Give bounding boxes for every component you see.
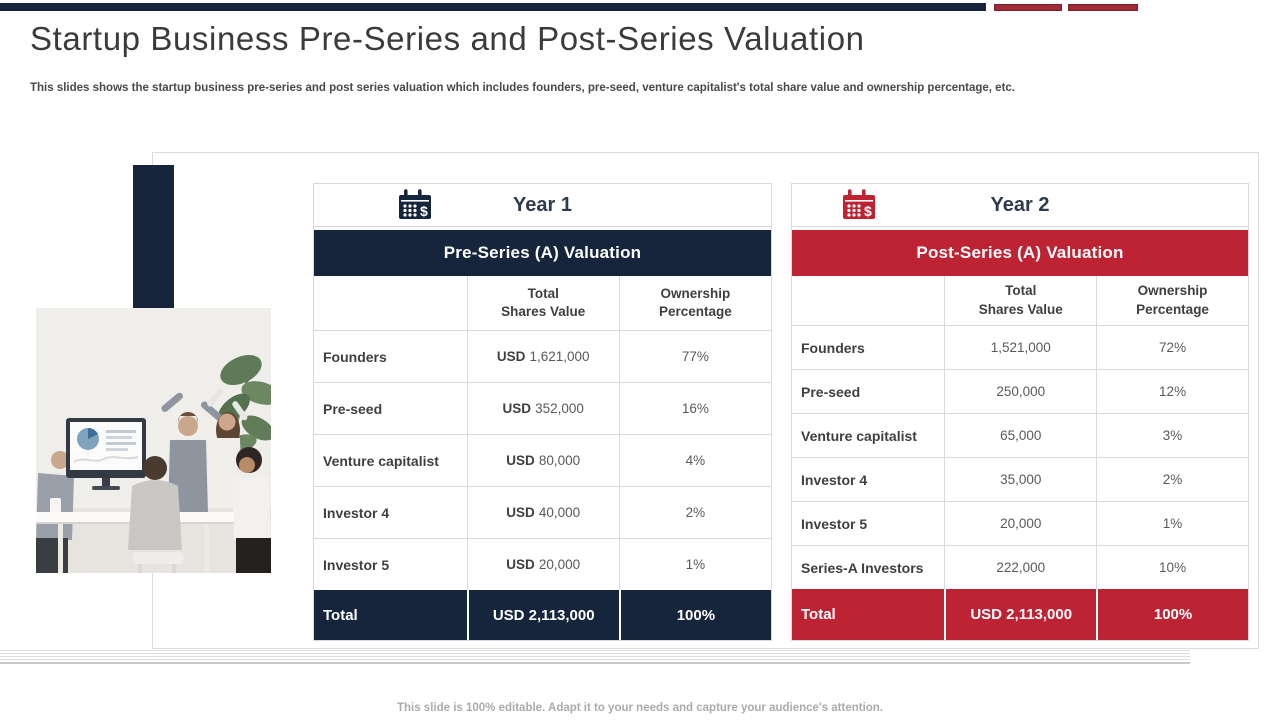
table-row: Founders USD 1,621,000 77% <box>314 330 771 382</box>
row-label: Venture capitalist <box>323 452 439 469</box>
slide-subtitle: This slides shows the startup business p… <box>30 82 1015 94</box>
year1-band-label: Pre-Series (A) Valuation <box>443 243 642 262</box>
row-label: Founders <box>323 348 387 365</box>
row-percentage: 77% <box>618 331 771 382</box>
year2-band-label: Post-Series (A) Valuation <box>916 243 1124 262</box>
row-label: Pre-seed <box>323 400 383 417</box>
seated-woman <box>232 447 271 573</box>
year1-label: Year 1 <box>513 194 572 216</box>
row-label: Investor 5 <box>801 515 868 532</box>
table-row: Series-A Investors 222,000 10% <box>792 545 1248 589</box>
row-label: Investor 4 <box>323 504 390 521</box>
svg-text:$: $ <box>864 203 872 219</box>
column-header-blank <box>792 276 944 325</box>
monitor-with-chart <box>66 418 146 490</box>
row-value: 250,000 <box>944 370 1096 413</box>
navy-accent-rectangle <box>133 165 174 333</box>
row-percentage: 2% <box>618 487 771 538</box>
year2-total-row: Total USD 2,113,000 100% <box>792 589 1248 640</box>
row-percentage: 1% <box>1096 502 1248 545</box>
row-value: USD 40,000 <box>466 487 619 538</box>
row-value: USD 20,000 <box>466 539 619 590</box>
row-percentage: 1% <box>618 539 771 590</box>
year1-total-row: Total USD 2,113,000 100% <box>314 590 771 640</box>
column-header-ownership: Ownership Percentage <box>1096 276 1248 325</box>
row-value: 1,521,000 <box>944 326 1096 369</box>
table-row: Pre-seed 250,000 12% <box>792 369 1248 413</box>
row-value: 222,000 <box>944 546 1096 589</box>
page-title: Startup Business Pre-Series and Post-Ser… <box>30 20 865 57</box>
foreground-person <box>128 456 184 573</box>
column-header-shares: Total Shares Value <box>466 276 619 330</box>
year1-band: Pre-Series (A) Valuation <box>314 230 771 276</box>
total-percentage: 100% <box>618 590 771 640</box>
table-row: Investor 4 USD 40,000 2% <box>314 486 771 538</box>
row-percentage: 3% <box>1096 414 1248 457</box>
column-header-ownership: Ownership Percentage <box>618 276 771 330</box>
row-label: Series-A Investors <box>801 559 924 576</box>
row-percentage: 72% <box>1096 326 1248 369</box>
total-value: USD 2,113,000 <box>944 589 1096 640</box>
row-label: Investor 4 <box>801 471 868 488</box>
row-value: 20,000 <box>944 502 1096 545</box>
row-value: USD 80,000 <box>466 435 619 486</box>
total-value: USD 2,113,000 <box>466 590 619 640</box>
year2-header-row: $ Year 2 <box>792 184 1248 227</box>
year2-label: Year 2 <box>990 194 1050 216</box>
row-value: USD 352,000 <box>466 383 619 434</box>
row-value: 65,000 <box>944 414 1096 457</box>
total-label: Total <box>323 606 358 624</box>
row-percentage: 2% <box>1096 458 1248 501</box>
top-accent-bar-navy <box>0 3 986 11</box>
top-accent-bar-red-1 <box>994 4 1062 11</box>
table-row: Pre-seed USD 352,000 16% <box>314 382 771 434</box>
slide-footer-note: This slide is 100% editable. Adapt it to… <box>396 702 884 714</box>
column-header-shares: Total Shares Value <box>944 276 1096 325</box>
year2-band: Post-Series (A) Valuation <box>792 230 1248 276</box>
year1-column-headers: Total Shares Value Ownership Percentage <box>314 276 771 330</box>
row-percentage: 10% <box>1096 546 1248 589</box>
top-accent-bar-red-2 <box>1068 4 1138 11</box>
row-percentage: 16% <box>618 383 771 434</box>
table-row: Venture capitalist USD 80,000 4% <box>314 434 771 486</box>
year1-header-row: $ Year 1 <box>314 184 771 227</box>
calendar-dollar-icon: $ <box>842 189 876 221</box>
office-team-photo <box>36 308 271 573</box>
row-value: 35,000 <box>944 458 1096 501</box>
row-label: Venture capitalist <box>801 427 917 444</box>
table-row: Founders 1,521,000 72% <box>792 325 1248 369</box>
row-percentage: 12% <box>1096 370 1248 413</box>
year2-column-headers: Total Shares Value Ownership Percentage <box>792 276 1248 325</box>
total-label: Total <box>801 606 836 623</box>
svg-text:$: $ <box>420 203 428 219</box>
row-label: Investor 5 <box>323 556 390 573</box>
column-header-blank <box>314 276 467 330</box>
year2-valuation-table: $ Year 2 Post-Series (A) Valuation Total… <box>791 183 1249 641</box>
row-value: USD 1,621,000 <box>466 331 619 382</box>
row-percentage: 4% <box>618 435 771 486</box>
year1-valuation-table: $ Year 1 Pre-Series (A) Valuation Total … <box>313 183 772 641</box>
total-percentage: 100% <box>1096 589 1248 640</box>
table-row: Investor 4 35,000 2% <box>792 457 1248 501</box>
row-label: Pre-seed <box>801 383 861 400</box>
table-row: Investor 5 20,000 1% <box>792 501 1248 545</box>
calendar-dollar-icon: $ <box>398 189 432 221</box>
row-label: Founders <box>801 339 865 356</box>
table-row: Investor 5 USD 20,000 1% <box>314 538 771 590</box>
table-row: Venture capitalist 65,000 3% <box>792 413 1248 457</box>
